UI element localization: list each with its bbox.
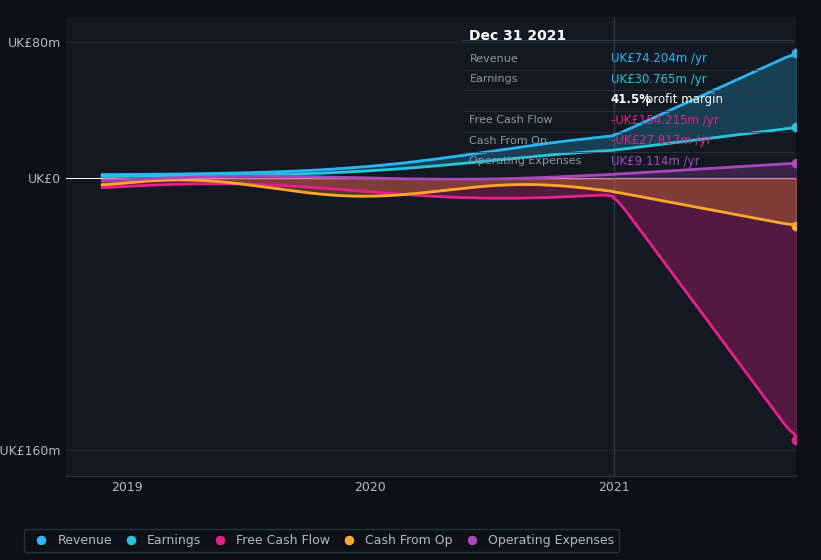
- Text: Cash From Op: Cash From Op: [470, 136, 548, 146]
- Text: Operating Expenses: Operating Expenses: [470, 156, 582, 166]
- Text: -UK£27.817m /yr: -UK£27.817m /yr: [611, 134, 711, 147]
- Text: -UK£154.215m /yr: -UK£154.215m /yr: [611, 114, 718, 127]
- Text: Dec 31 2021: Dec 31 2021: [470, 29, 566, 44]
- Text: profit margin: profit margin: [642, 93, 722, 106]
- Text: UK£74.204m /yr: UK£74.204m /yr: [611, 52, 707, 65]
- Text: Earnings: Earnings: [470, 74, 518, 84]
- Text: Revenue: Revenue: [470, 54, 518, 64]
- Text: UK£9.114m /yr: UK£9.114m /yr: [611, 155, 699, 168]
- Text: 41.5%: 41.5%: [611, 93, 652, 106]
- Text: Free Cash Flow: Free Cash Flow: [470, 115, 553, 125]
- Text: UK£30.765m /yr: UK£30.765m /yr: [611, 73, 707, 86]
- Legend: Revenue, Earnings, Free Cash Flow, Cash From Op, Operating Expenses: Revenue, Earnings, Free Cash Flow, Cash …: [24, 529, 619, 552]
